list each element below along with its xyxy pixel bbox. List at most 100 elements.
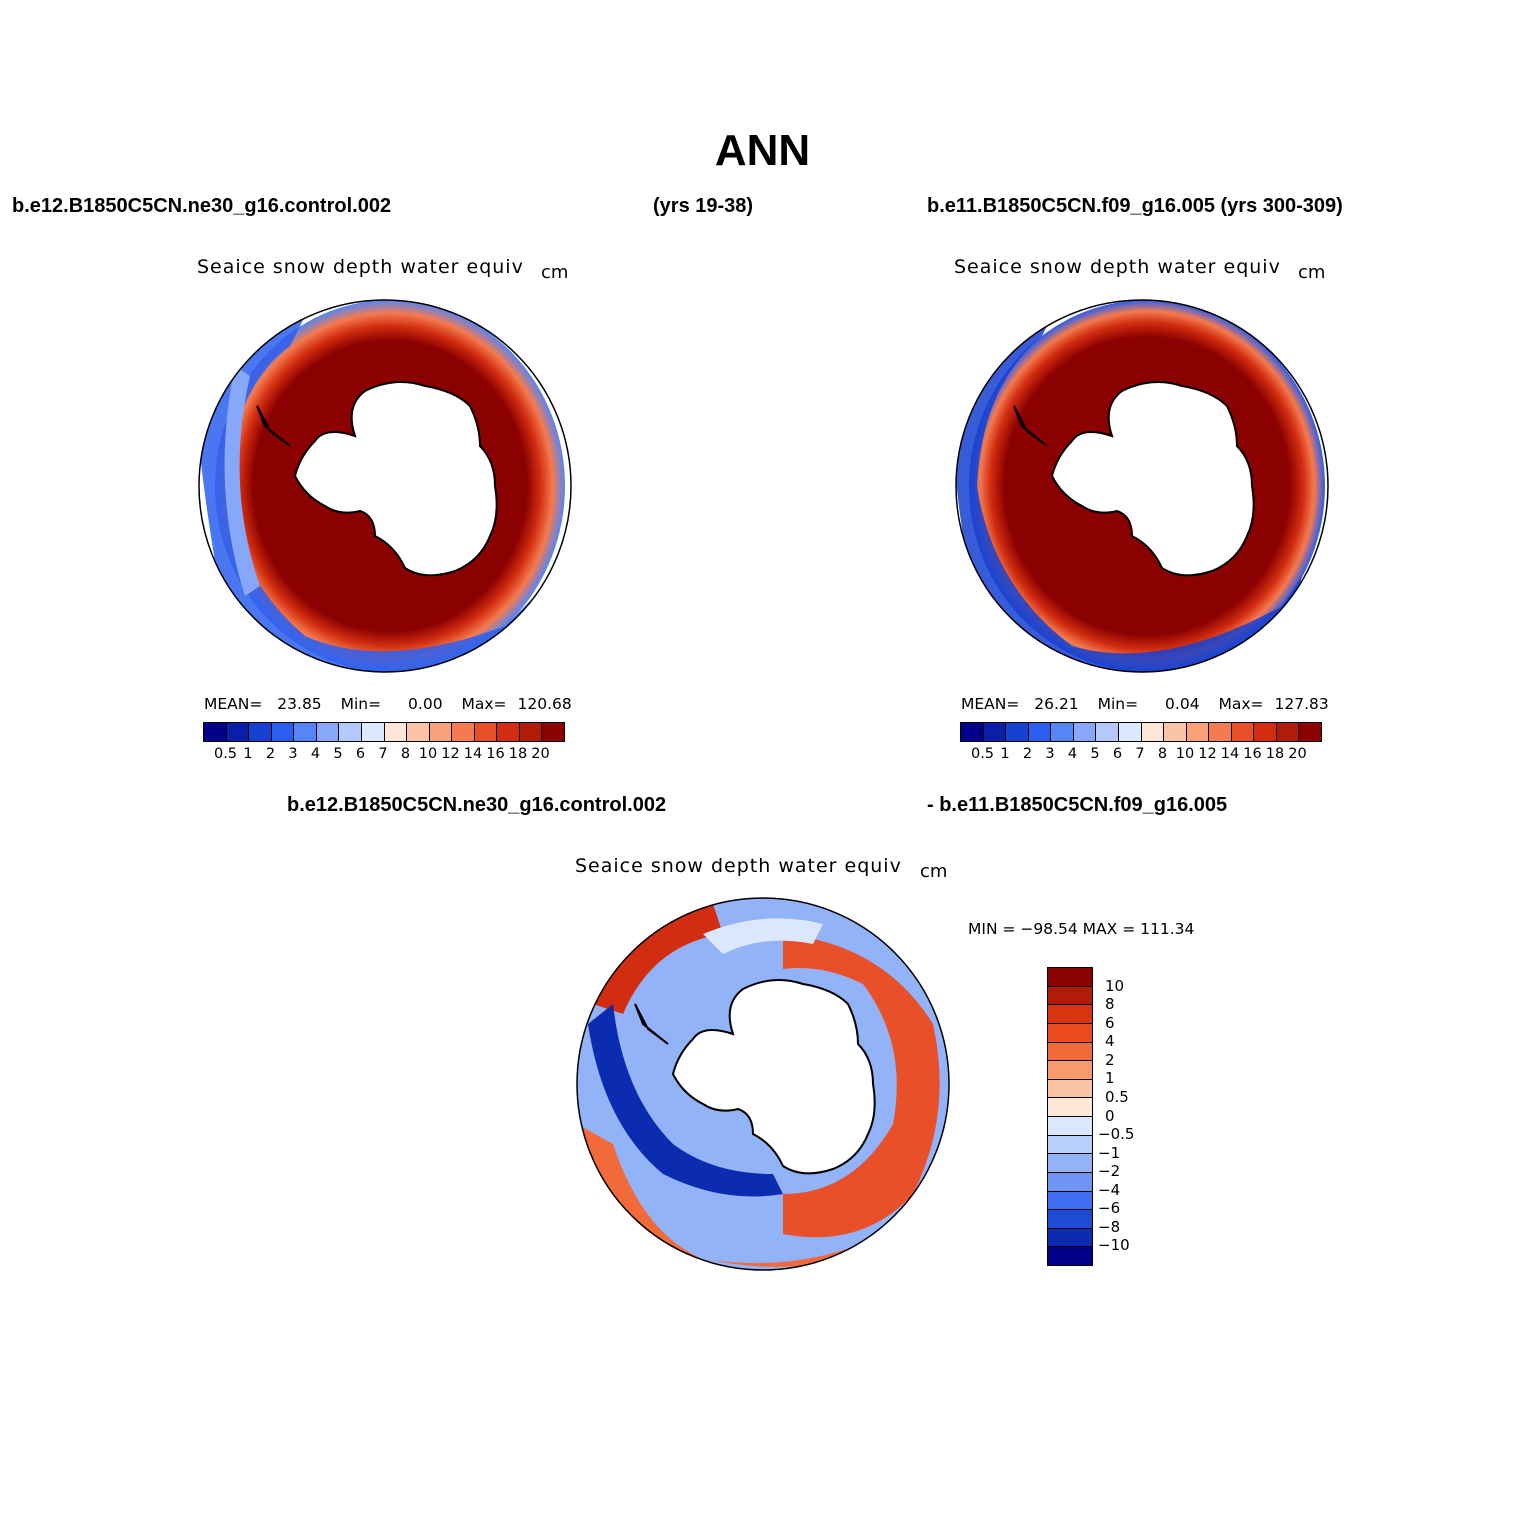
diff-colorbar-tick-label: −1 bbox=[1098, 1143, 1121, 1162]
diff-colorbar-swatch bbox=[1048, 1098, 1092, 1117]
diff-colorbar-tick-label: 1 bbox=[1105, 1069, 1115, 1088]
diff-colorbar-swatch bbox=[1048, 1172, 1092, 1192]
panel2-colorbar-swatch bbox=[1096, 723, 1119, 741]
panel1-units: cm bbox=[541, 262, 569, 283]
panel1-colorbar-swatch bbox=[542, 723, 564, 741]
panel1-colorbar-tick-label: 1 bbox=[243, 746, 253, 762]
diff-antarctica bbox=[634, 979, 876, 1175]
panel2-variable-label: Seaice snow depth water equiv bbox=[954, 256, 1281, 278]
panel1-colorbar-swatch bbox=[226, 723, 250, 741]
panel2-colorbar-labels: 0.5 1 2 3 4 5 6 7 8 10 12 14 16 18 20 bbox=[960, 746, 1320, 766]
diff-colorbar-swatch bbox=[1048, 1135, 1092, 1155]
panel2-colorbar-tick-label: 20 bbox=[1288, 746, 1307, 762]
diff-polar-map bbox=[576, 897, 950, 1271]
panel2-stats: MEAN= 26.21 Min= 0.04 Max= 127.83 bbox=[961, 695, 1329, 713]
panel2-polar-map bbox=[955, 299, 1329, 673]
panel1-colorbar-swatch bbox=[519, 723, 543, 741]
diff-colorbar-swatch bbox=[1048, 1117, 1092, 1136]
diff-colorbar-swatch bbox=[1048, 1228, 1092, 1248]
panel1-colorbar-swatch bbox=[497, 723, 520, 741]
panel2-colorbar-tick-label: 0.5 bbox=[970, 746, 995, 762]
panel2-colorbar-swatch bbox=[1231, 723, 1255, 741]
diff-colorbar-tick-label: 10 bbox=[1105, 976, 1125, 995]
diff-colorbar-tick-label: −2 bbox=[1098, 1162, 1121, 1181]
panel1-variable-label: Seaice snow depth water equiv bbox=[197, 256, 524, 278]
diff-colorbar-tick-label: −6 bbox=[1098, 1199, 1121, 1218]
panel1-colorbar-tick-label: 0.5 bbox=[213, 746, 238, 762]
panel2-mean-label: MEAN= bbox=[961, 695, 1020, 713]
panel1-polar-map bbox=[198, 299, 572, 673]
diff-colorbar bbox=[1047, 967, 1093, 1266]
panel2-colorbar-tick-label: 1 bbox=[1000, 746, 1010, 762]
panel1-colorbar-swatch bbox=[384, 723, 408, 741]
panel2-colorbar-swatch bbox=[1209, 723, 1232, 741]
panel2-colorbar-swatch bbox=[1141, 723, 1165, 741]
panel1-colorbar-swatch bbox=[429, 723, 453, 741]
page-title: ANN bbox=[714, 126, 811, 175]
panel1-colorbar-tick-label: 18 bbox=[508, 746, 528, 762]
panel2-colorbar-tick-label: 12 bbox=[1198, 746, 1217, 762]
panel2-min-label: Min= bbox=[1097, 695, 1139, 713]
panel1-colorbar-tick-label: 20 bbox=[531, 746, 550, 762]
panel2-colorbar-tick-label: 5 bbox=[1090, 746, 1100, 762]
diff-right-label: - b.e11.B1850C5CN.f09_g16.005 bbox=[927, 794, 1228, 816]
diff-colorbar-swatch bbox=[1048, 1247, 1092, 1265]
panel1-colorbar-swatch bbox=[407, 723, 430, 741]
panel2-colorbar-tick-label: 6 bbox=[1112, 746, 1123, 762]
left-run-label: b.e12.B1850C5CN.ne30_g16.control.002 bbox=[12, 195, 392, 217]
diff-positive-ring-east bbox=[783, 934, 940, 1238]
panel1-colorbar-swatch bbox=[474, 723, 498, 741]
diff-colorbar-swatch bbox=[1048, 1023, 1092, 1043]
panel1-colorbar-tick-label: 8 bbox=[400, 746, 411, 762]
diff-positive-ring-outer bbox=[577, 1124, 883, 1267]
panel2-colorbar-tick-label: 10 bbox=[1175, 746, 1195, 762]
diff-colorbar-tick-label: −10 bbox=[1098, 1236, 1130, 1255]
diff-negative-band bbox=[588, 1004, 783, 1197]
panel1-colorbar-tick-label: 16 bbox=[486, 746, 505, 762]
panel2-colorbar-tick-label: 4 bbox=[1067, 746, 1078, 762]
panel2-colorbar-tick-label: 18 bbox=[1265, 746, 1285, 762]
diff-colorbar-swatch bbox=[1048, 968, 1092, 987]
diff-colorbar-swatch bbox=[1048, 1079, 1092, 1099]
diff-minmax: MIN = −98.54 MAX = 111.34 bbox=[968, 920, 1195, 938]
diff-colorbar-swatch bbox=[1048, 1154, 1092, 1173]
right-run-label: b.e11.B1850C5CN.f09_g16.005 (yrs 300-309… bbox=[927, 195, 1343, 217]
panel1-colorbar bbox=[203, 722, 565, 742]
panel1-colorbar-tick-label: 10 bbox=[418, 746, 438, 762]
panel1-colorbar-swatch bbox=[361, 723, 385, 741]
panel2-units: cm bbox=[1298, 262, 1326, 283]
diff-colorbar-tick-label: 8 bbox=[1105, 995, 1115, 1014]
diff-colorbar-swatch bbox=[1048, 1210, 1092, 1229]
diff-colorbar-swatch bbox=[1048, 1191, 1092, 1211]
panel2-colorbar-swatch bbox=[1164, 723, 1187, 741]
left-years-label: (yrs 19-38) bbox=[653, 195, 754, 217]
diff-colorbar-swatch bbox=[1048, 986, 1092, 1006]
panel1-max-label: Max= bbox=[461, 695, 507, 713]
diff-left-label: b.e12.B1850C5CN.ne30_g16.control.002 bbox=[287, 794, 667, 816]
panel2-colorbar-tick-label: 2 bbox=[1022, 746, 1033, 762]
panel1-colorbar-tick-label: 3 bbox=[288, 746, 298, 762]
panel2-min-value: 0.04 bbox=[1165, 695, 1200, 713]
panel2-max-label: Max= bbox=[1218, 695, 1264, 713]
panel2-colorbar-tick-label: 16 bbox=[1243, 746, 1262, 762]
panel2-colorbar-swatch bbox=[1051, 723, 1074, 741]
panel2-colorbar-tick-label: 3 bbox=[1045, 746, 1055, 762]
panel2-antarctica bbox=[1013, 381, 1255, 577]
panel1-max-value: 120.68 bbox=[517, 695, 572, 713]
diff-colorbar-swatch bbox=[1048, 1061, 1092, 1080]
diff-colorbar-tick-label: 4 bbox=[1105, 1032, 1115, 1051]
panel2-max-value: 127.83 bbox=[1274, 695, 1329, 713]
panel2-colorbar-tick-label: 8 bbox=[1157, 746, 1168, 762]
panel1-colorbar-tick-label: 12 bbox=[441, 746, 460, 762]
panel1-colorbar-swatch bbox=[316, 723, 340, 741]
diff-colorbar-tick-label: −0.5 bbox=[1098, 1125, 1135, 1144]
panel1-colorbar-swatch bbox=[452, 723, 475, 741]
diff-positive-northwest bbox=[593, 904, 723, 1014]
diff-colorbar-tick-label: 0.5 bbox=[1105, 1087, 1129, 1106]
panel2-colorbar-swatch bbox=[1186, 723, 1210, 741]
panel2-colorbar-swatch bbox=[983, 723, 1007, 741]
panel1-colorbar-labels: 0.5 1 2 3 4 5 6 7 8 10 12 14 16 18 20 bbox=[203, 746, 563, 766]
panel2-colorbar-swatch bbox=[1118, 723, 1142, 741]
panel1-colorbar-swatch bbox=[339, 723, 362, 741]
panel2-colorbar-swatch bbox=[1276, 723, 1300, 741]
